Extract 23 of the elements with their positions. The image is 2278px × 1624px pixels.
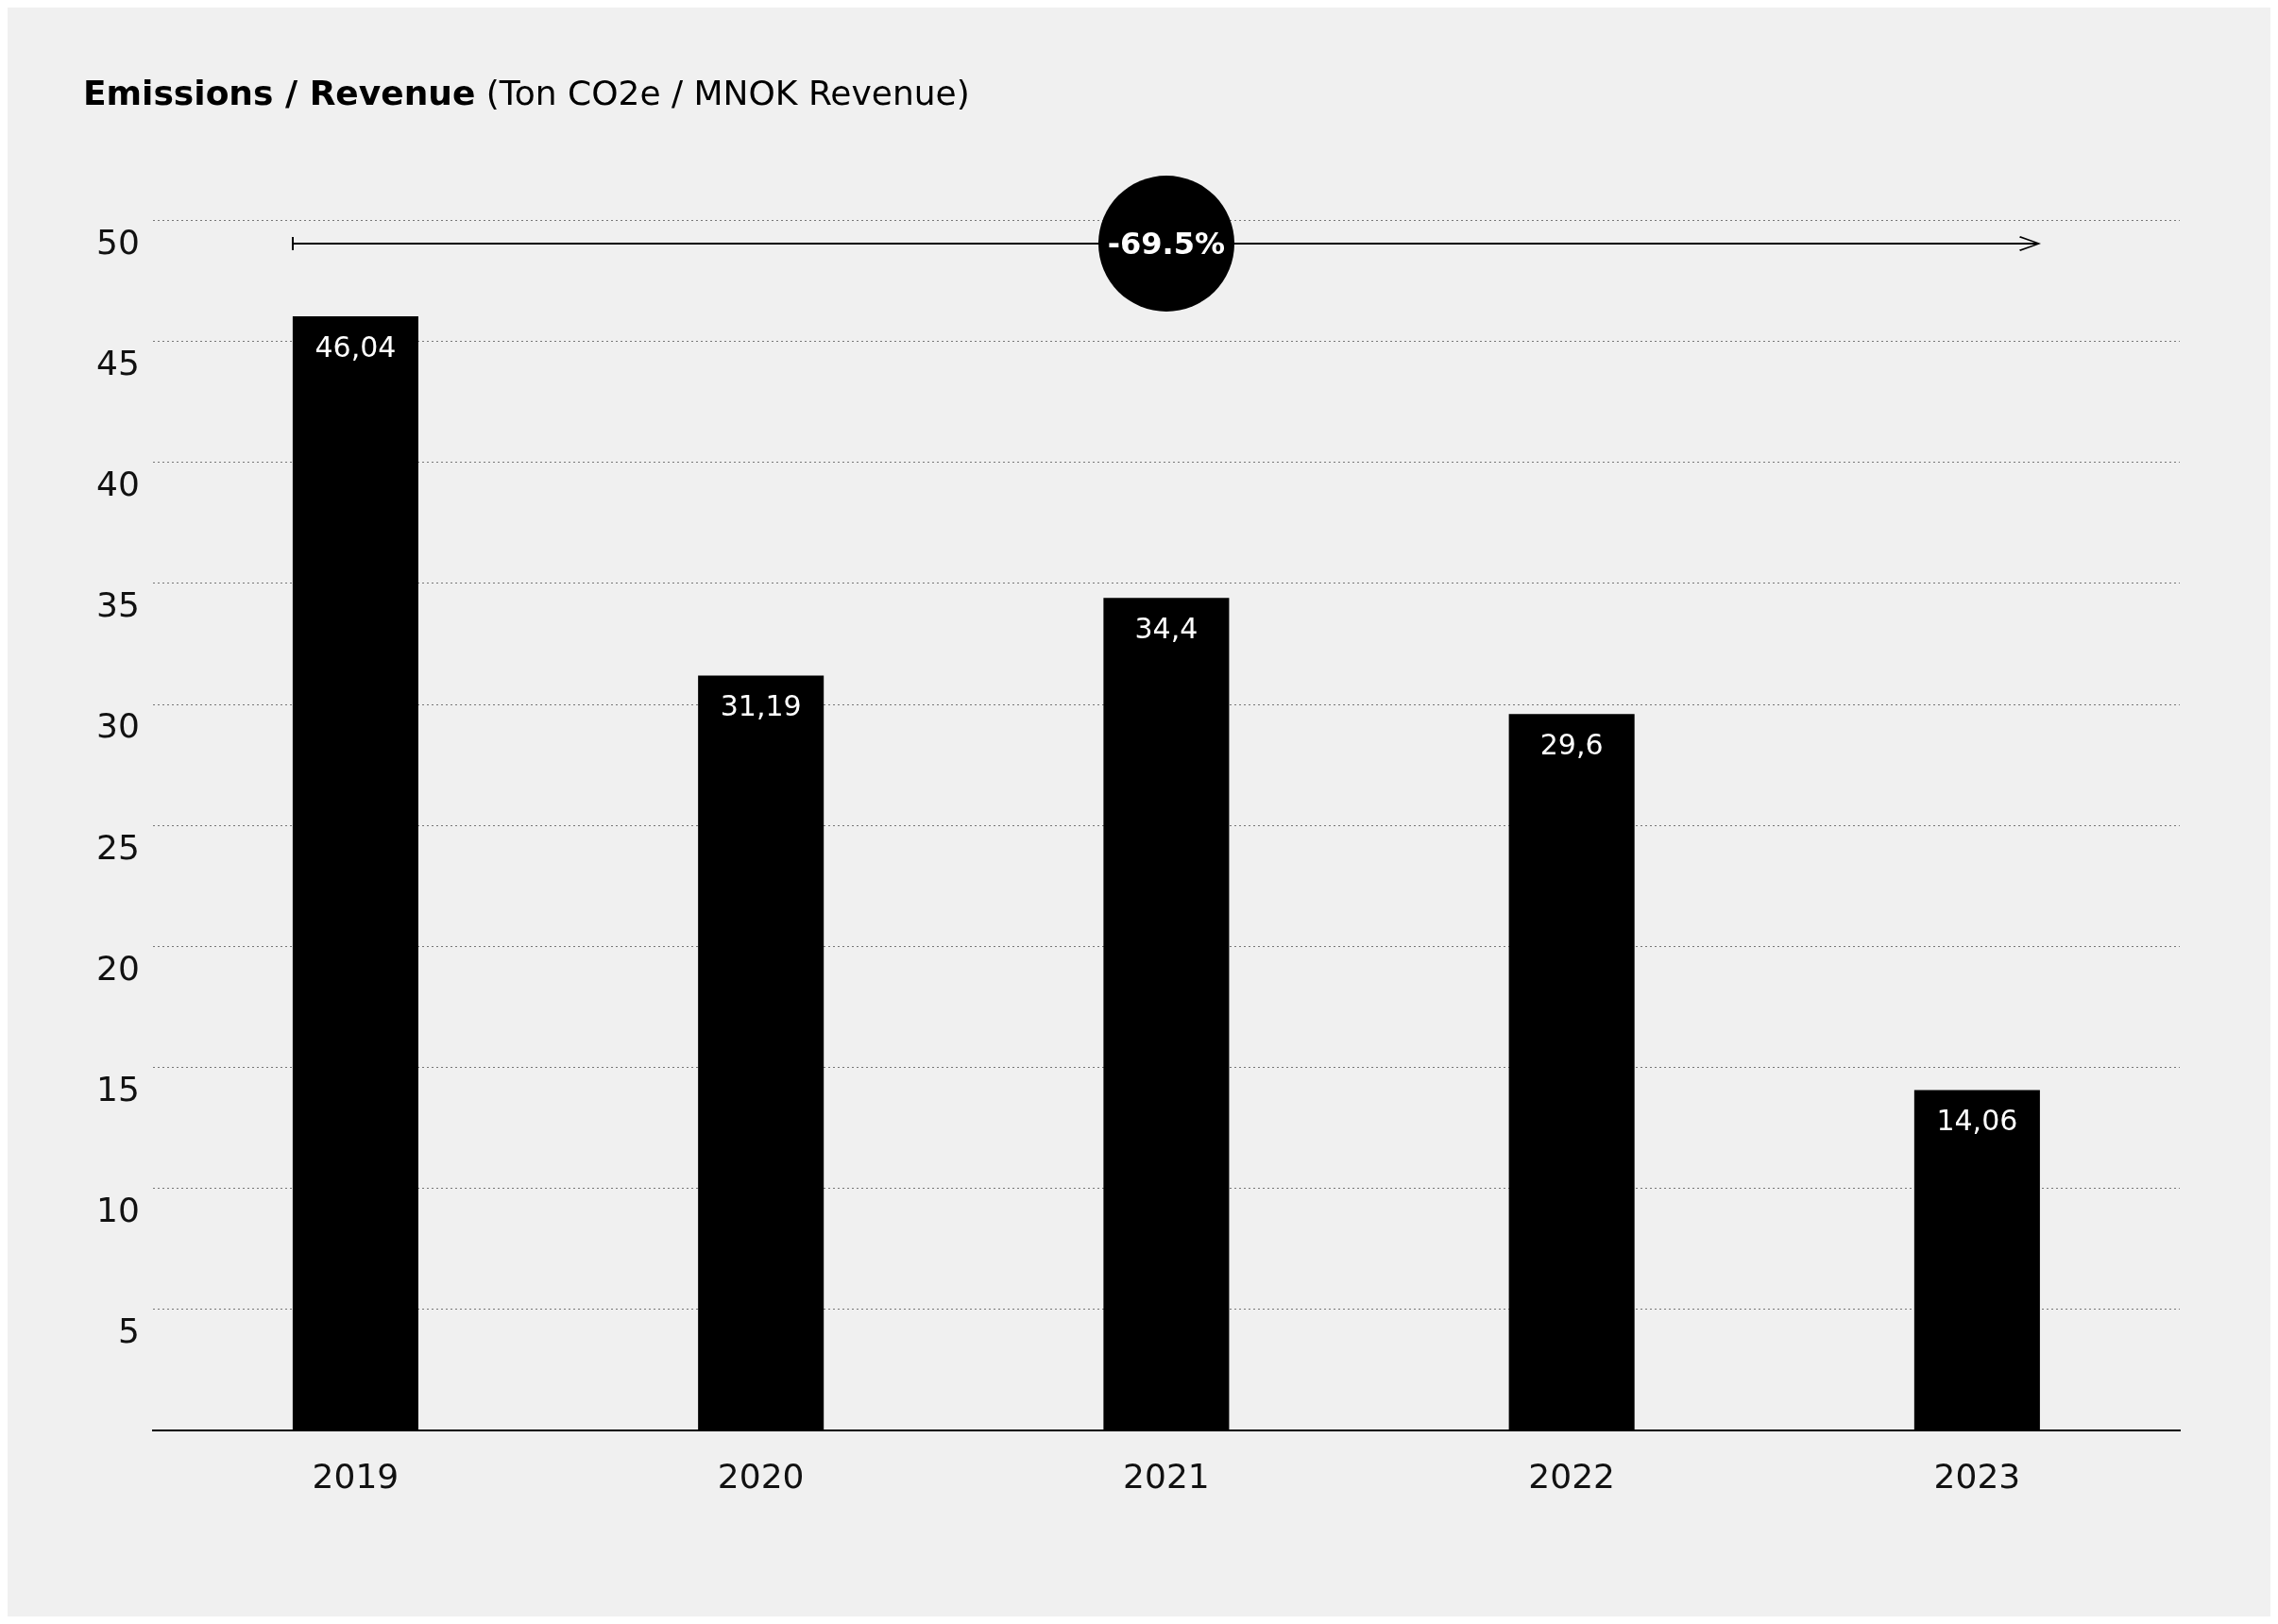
y-tick-label: 20 <box>96 948 140 988</box>
data-label: 31,19 <box>720 689 802 723</box>
data-label: 29,6 <box>1539 728 1604 762</box>
y-tick-label: 15 <box>96 1069 140 1108</box>
chart-subtitle: (Ton CO2e / MNOK Revenue) <box>485 74 970 112</box>
data-label: 14,06 <box>1936 1104 2018 1138</box>
data-label: 34,4 <box>1134 612 1198 646</box>
x-tick-label: 2023 <box>1933 1456 2021 1496</box>
annotation: -69.5% <box>1106 224 1227 263</box>
data-label: 46,04 <box>314 330 397 364</box>
y-tick-label: 35 <box>96 585 140 625</box>
x-tick-label: 2022 <box>1528 1456 1615 1496</box>
x-tick-label: 2019 <box>312 1456 400 1496</box>
y-tick-label: 5 <box>117 1311 140 1351</box>
x-tick-label: 2020 <box>717 1456 805 1496</box>
y-tick-label: 10 <box>96 1190 140 1229</box>
x-tick-label: 2021 <box>1123 1456 1210 1496</box>
y-tick-label: 25 <box>96 827 140 867</box>
y-tick-label: 30 <box>96 706 140 746</box>
y-tick-label: 40 <box>96 465 140 504</box>
y-tick-label: 50 <box>96 222 140 262</box>
chart-title: Emissions / Revenue <box>83 74 476 112</box>
y-tick-label: 45 <box>96 344 140 383</box>
